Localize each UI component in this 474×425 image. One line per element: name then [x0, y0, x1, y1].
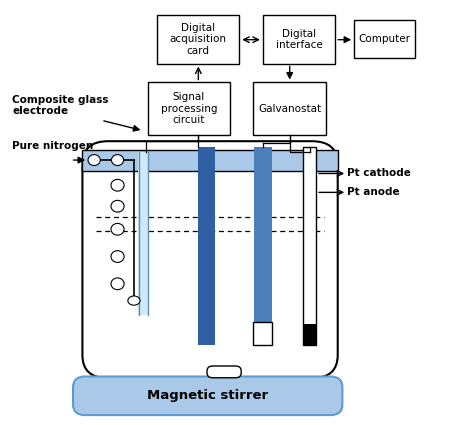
- Bar: [254, 147, 272, 345]
- Circle shape: [111, 179, 124, 191]
- Circle shape: [111, 251, 124, 262]
- Text: Pt anode: Pt anode: [347, 187, 400, 197]
- Text: Pt cathode: Pt cathode: [347, 168, 411, 178]
- Bar: [254, 322, 272, 345]
- Bar: [254, 82, 326, 135]
- Text: Galvanostat: Galvanostat: [258, 104, 321, 114]
- Bar: [82, 150, 337, 170]
- Bar: [198, 147, 216, 345]
- Text: Computer: Computer: [358, 34, 410, 44]
- Text: Signal
processing
circuit: Signal processing circuit: [161, 92, 217, 125]
- Bar: [137, 152, 149, 315]
- Text: Digital
acquisition
card: Digital acquisition card: [170, 23, 227, 56]
- FancyBboxPatch shape: [82, 141, 337, 378]
- Bar: [82, 150, 337, 170]
- Text: Composite glass
electrode: Composite glass electrode: [12, 95, 109, 116]
- FancyBboxPatch shape: [73, 377, 342, 415]
- Bar: [263, 15, 336, 64]
- Bar: [303, 324, 316, 345]
- Ellipse shape: [128, 296, 140, 305]
- Text: Digital
interface: Digital interface: [276, 28, 322, 50]
- Bar: [148, 82, 230, 135]
- Circle shape: [111, 224, 124, 235]
- Bar: [157, 15, 239, 64]
- Text: Magnetic stirrer: Magnetic stirrer: [147, 389, 268, 402]
- Circle shape: [88, 155, 100, 165]
- Circle shape: [111, 155, 124, 165]
- Circle shape: [111, 278, 124, 290]
- Circle shape: [111, 200, 124, 212]
- FancyBboxPatch shape: [207, 366, 241, 378]
- Bar: [354, 20, 415, 58]
- Bar: [303, 147, 316, 345]
- Text: Pure nitrogen: Pure nitrogen: [12, 141, 93, 151]
